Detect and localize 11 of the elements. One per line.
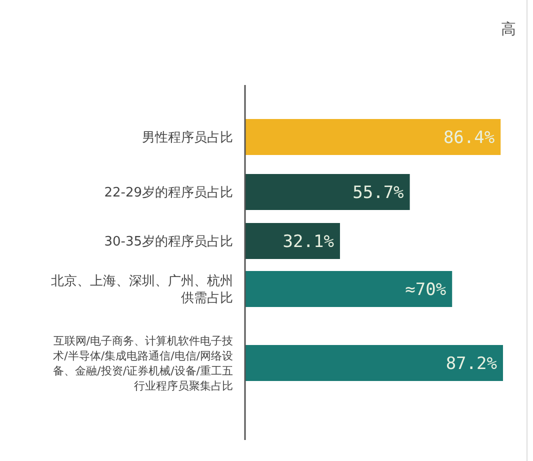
text: 高 — [501, 20, 516, 38]
data-label: 55.7% — [352, 183, 404, 203]
data-label: 87.2% — [446, 354, 497, 374]
y-tick-label: 互联网/电子商务、计算机软件电子技术/半导体/集成电路通信/电信/网络设备、金融/投资/证券机械/设备/重工五行业程序员聚集占比 — [53, 334, 233, 392]
data-label: 86.4% — [443, 128, 495, 148]
y-tick-label: 22-29岁的程序员占比 — [104, 184, 233, 201]
y-tick-label: 30-35岁的程序员占比 — [104, 234, 233, 250]
data-label: ≈70% — [405, 280, 446, 300]
y-tick-label: 男性程序员占比 — [142, 130, 233, 146]
y-tick-label: 北京、上海、深圳、广州、杭州供需占比 — [51, 274, 233, 306]
data-label: 32.1% — [282, 232, 334, 252]
